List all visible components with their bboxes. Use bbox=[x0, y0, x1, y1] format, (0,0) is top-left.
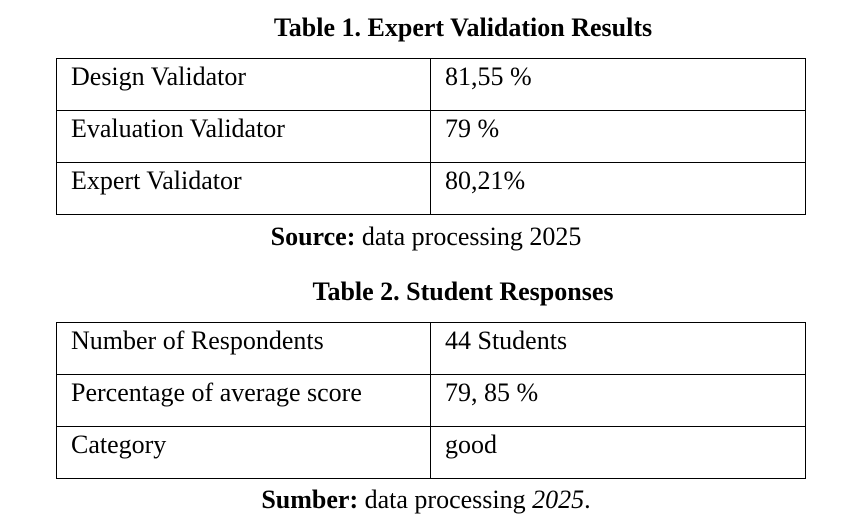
table-row: Expert Validator 80,21% bbox=[56, 162, 806, 215]
table2-caption: Table 2. Student Responses bbox=[312, 277, 614, 306]
source-label: Source: bbox=[270, 222, 356, 251]
table-row: Design Validator 81,55 % bbox=[56, 58, 806, 111]
row-label: Category bbox=[56, 426, 431, 479]
row-label: Design Validator bbox=[56, 58, 431, 111]
row-label: Evaluation Validator bbox=[56, 110, 431, 163]
source-label: Sumber: bbox=[261, 485, 359, 514]
row-label: Expert Validator bbox=[56, 162, 431, 215]
table2-source: Sumber: data processing 2025. bbox=[0, 485, 854, 515]
row-value: 79, 85 % bbox=[430, 374, 806, 427]
source-text: data processing 2025 bbox=[355, 222, 582, 251]
table1-caption: Table 1. Expert Validation Results bbox=[273, 13, 653, 42]
row-label: Number of Respondents bbox=[56, 322, 431, 375]
table-row: Percentage of average score 79, 85 % bbox=[56, 374, 806, 427]
table-row: Evaluation Validator 79 % bbox=[56, 110, 806, 163]
table-row: Category good bbox=[56, 426, 806, 479]
row-value: good bbox=[430, 426, 806, 479]
row-value: 44 Students bbox=[430, 322, 806, 375]
row-value: 81,55 % bbox=[430, 58, 806, 111]
source-end: . bbox=[584, 485, 591, 514]
table-row: Number of Respondents 44 Students bbox=[56, 322, 806, 375]
expert-validation-table: Design Validator 81,55 % Evaluation Vali… bbox=[56, 58, 806, 215]
row-value: 79 % bbox=[430, 110, 806, 163]
row-value: 80,21% bbox=[430, 162, 806, 215]
row-label: Percentage of average score bbox=[56, 374, 431, 427]
student-responses-table: Number of Respondents 44 Students Percen… bbox=[56, 322, 806, 479]
table1-source: Source: data processing 2025 bbox=[0, 222, 854, 252]
source-text: data processing bbox=[358, 485, 533, 514]
source-year: 2025 bbox=[532, 485, 585, 514]
